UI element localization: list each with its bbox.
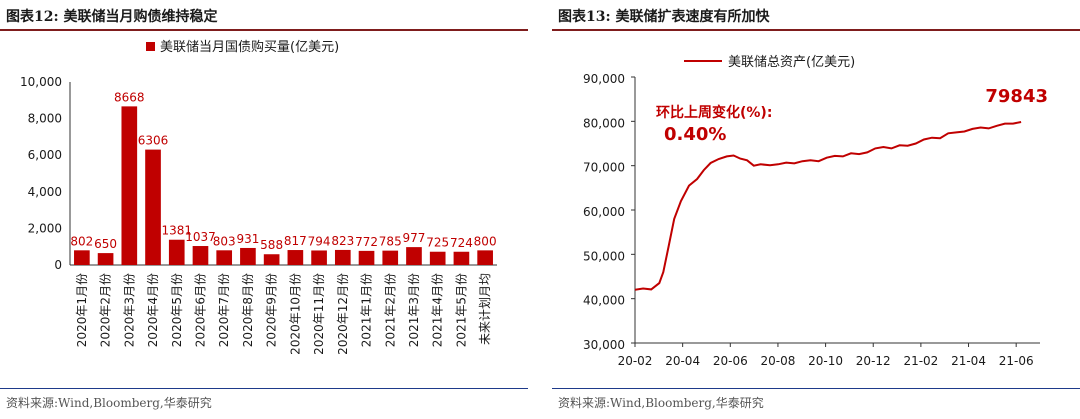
- x-tick-label: 20-08: [761, 354, 796, 368]
- x-tick-label: 2021年3月份: [407, 273, 421, 347]
- y-tick-label: 70,000: [583, 161, 625, 175]
- data-label: 1381: [161, 224, 192, 238]
- bar: [287, 250, 304, 265]
- data-label: 785: [379, 235, 402, 249]
- x-tick-label: 20-04: [665, 354, 700, 368]
- x-tick-label: 未来计划月均: [478, 273, 492, 345]
- x-tick-label: 2021年5月份: [454, 273, 468, 347]
- bar: [145, 149, 161, 265]
- change-annotation-value: 0.40%: [664, 124, 726, 145]
- x-tick-label: 2021年2月份: [383, 273, 397, 347]
- x-tick-label: 20-06: [713, 354, 748, 368]
- bar: [216, 250, 233, 265]
- bar-chart: 0 2,000 4,000 6,000 8,000 10,000 802 2020年1月份 65…: [20, 39, 497, 355]
- source-note: 资料来源:Wind,Bloomberg,华泰研究: [558, 396, 764, 410]
- y-tick-label: 30,000: [583, 338, 625, 352]
- bar: [121, 106, 138, 265]
- bar: [240, 247, 256, 265]
- x-tick-label: 20-12: [856, 354, 891, 368]
- bar: [97, 253, 114, 265]
- bar: [477, 250, 493, 265]
- x-tick-label: 2021年1月份: [360, 273, 374, 347]
- bar: [453, 251, 470, 265]
- x-tick-label: 2020年11月份: [312, 273, 326, 355]
- data-label: 650: [94, 237, 117, 251]
- x-tick-label: 2020年4月份: [146, 273, 160, 347]
- x-tick-label: 2020年6月份: [193, 273, 207, 347]
- data-label: 817: [284, 234, 307, 248]
- bar: [334, 249, 351, 265]
- data-label: 588: [260, 238, 283, 252]
- bar: [263, 254, 280, 265]
- x-tick-label: 21-02: [903, 354, 938, 368]
- legend-label: 美联储当月国债购买量(亿美元): [160, 39, 339, 55]
- bar: [429, 251, 446, 265]
- y-tick-label: 90,000: [583, 72, 625, 86]
- data-label: 6306: [138, 134, 169, 148]
- bar: [311, 250, 327, 265]
- y-tick-label: 40,000: [583, 294, 625, 308]
- title-divider: [0, 29, 528, 31]
- x-tick-label: 2020年2月份: [99, 273, 113, 347]
- data-label: 931: [236, 232, 259, 246]
- chart-title: 图表12: 美联储当月购债维持稳定: [6, 9, 218, 25]
- last-value-label: 79843: [985, 86, 1048, 107]
- x-tick-label: 2020年8月份: [241, 273, 255, 347]
- title-divider: [552, 29, 1080, 31]
- x-tick-label: 21-04: [951, 354, 986, 368]
- x-tick-label: 21-06: [999, 354, 1034, 368]
- bar: [192, 246, 209, 265]
- x-tick-label: 20-02: [618, 354, 653, 368]
- source-note: 资料来源:Wind,Bloomberg,华泰研究: [6, 396, 212, 410]
- y-tick-label: 80,000: [583, 116, 625, 130]
- data-label: 772: [355, 235, 378, 249]
- y-tick-label: 50,000: [583, 249, 625, 263]
- bar: [382, 250, 399, 265]
- bar: [406, 247, 422, 265]
- x-tick-label: 2021年4月份: [431, 273, 445, 347]
- x-tick-label: 2020年7月份: [217, 273, 231, 347]
- x-tick-label: 2020年5月份: [170, 273, 184, 347]
- bar: [74, 250, 90, 265]
- y-tick-label: 6,000: [28, 148, 62, 162]
- data-label: 803: [213, 234, 236, 248]
- bar: [358, 250, 375, 265]
- data-label: 823: [331, 234, 354, 248]
- data-label: 725: [426, 236, 449, 250]
- data-label: 977: [403, 231, 426, 245]
- y-tick-label: 0: [54, 258, 62, 272]
- y-tick-label: 10,000: [20, 75, 62, 89]
- data-label: 802: [70, 234, 93, 248]
- data-label: 794: [308, 234, 331, 248]
- data-label: 8668: [114, 90, 145, 104]
- y-tick-label: 60,000: [583, 205, 625, 219]
- data-label: 800: [474, 234, 497, 248]
- x-tick-label: 2020年3月份: [122, 273, 136, 347]
- legend-swatch: [146, 42, 155, 51]
- chart-title: 图表13: 美联储扩表速度有所加快: [558, 9, 770, 25]
- y-tick-label: 4,000: [28, 185, 62, 199]
- legend-label: 美联储总资产(亿美元): [728, 55, 855, 70]
- y-tick-label: 8,000: [28, 112, 62, 126]
- x-tick-label: 2020年12月份: [336, 273, 350, 355]
- data-label: 1037: [185, 230, 216, 244]
- series-line: [634, 121, 1022, 291]
- change-annotation-label: 环比上周变化(%):: [656, 104, 772, 121]
- x-tick-label: 20-10: [808, 354, 843, 368]
- footer-divider: [0, 388, 528, 389]
- data-label: 724: [450, 236, 473, 250]
- footer-divider: [552, 388, 1080, 389]
- x-tick-label: 2020年1月份: [75, 273, 89, 347]
- bar: [168, 239, 185, 265]
- line-chart: 30,000 40,000 50,000 60,000 70,000 80,000 90,0…: [583, 55, 1048, 368]
- x-tick-label: 2020年9月份: [265, 273, 279, 347]
- panel-right: 图表13: 美联储扩表速度有所加快 30,000 40,000 50,000 60,0…: [552, 0, 1080, 419]
- panel-left: 图表12: 美联储当月购债维持稳定 0 2,000 4,000 6,000 8,000 1…: [0, 0, 528, 419]
- x-tick-label: 2020年10月份: [288, 273, 302, 355]
- y-tick-label: 2,000: [28, 221, 62, 235]
